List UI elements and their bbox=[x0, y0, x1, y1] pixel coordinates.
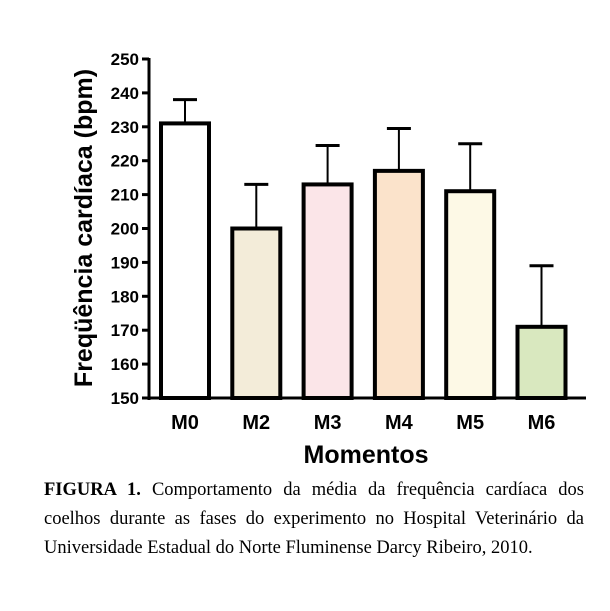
y-tick-label: 180 bbox=[111, 287, 139, 306]
bar-m5 bbox=[444, 189, 497, 400]
y-tick-label: 150 bbox=[111, 389, 139, 408]
x-tick-label: M5 bbox=[456, 412, 484, 434]
figure-caption: FIGURA 1. Comportamento da média da freq… bbox=[44, 476, 584, 563]
bar-m6 bbox=[515, 324, 568, 400]
bar-m0 bbox=[159, 121, 211, 400]
caption-text: Comportamento da média da frequência car… bbox=[44, 480, 585, 558]
y-tick-label: 160 bbox=[111, 355, 139, 374]
y-tick-label: 220 bbox=[111, 152, 139, 171]
y-tick-label: 240 bbox=[111, 84, 139, 103]
y-tick-label: 190 bbox=[111, 253, 139, 272]
x-tick-label: M3 bbox=[314, 412, 342, 434]
x-axis-label: Momentos bbox=[304, 441, 429, 469]
plot-area: 150 160 170 180 190 200 210 220 230 240 250 M0 M2 M3 M… bbox=[111, 50, 586, 434]
y-tick-label: 200 bbox=[111, 220, 139, 239]
y-tick-label: 210 bbox=[111, 186, 139, 205]
x-tick-label: M6 bbox=[528, 412, 556, 434]
x-tick-label: M2 bbox=[242, 412, 270, 434]
y-tick-label: 250 bbox=[111, 50, 139, 69]
y-tick-label: 230 bbox=[111, 118, 139, 137]
y-axis-label: Freqüência cardíaca (bpm) bbox=[70, 69, 98, 387]
bar-m3 bbox=[301, 182, 354, 400]
y-tick-label: 170 bbox=[111, 321, 139, 340]
bar-chart: 150 160 170 180 190 200 210 220 230 240 250 M0 M2 M3 M… bbox=[70, 50, 586, 469]
caption-label: FIGURA 1. bbox=[44, 480, 141, 500]
x-tick-label: M4 bbox=[385, 412, 414, 434]
x-tick-label: M0 bbox=[171, 412, 199, 434]
bar-m4 bbox=[372, 168, 425, 400]
bar-m2 bbox=[230, 226, 283, 400]
